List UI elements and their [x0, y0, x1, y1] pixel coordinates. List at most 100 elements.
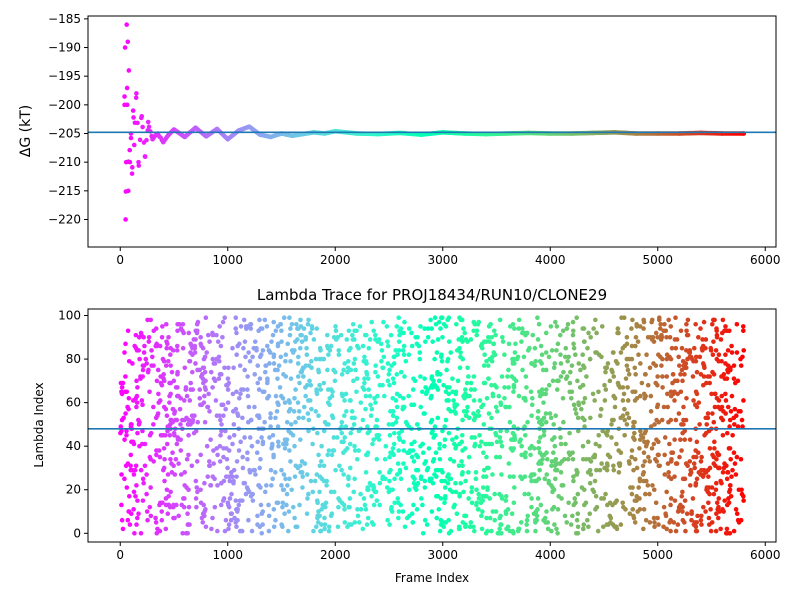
lambda-point [568, 369, 573, 375]
lambda-point [667, 441, 672, 447]
lambda-point [236, 395, 242, 401]
lambda-point [476, 491, 481, 497]
lambda-point [706, 500, 711, 506]
lambda-point [199, 402, 205, 408]
lambda-point [182, 483, 187, 488]
lambda-point [304, 511, 310, 516]
lambda-point [429, 374, 435, 379]
lambda-point [444, 367, 449, 373]
lambda-point [385, 361, 391, 366]
delta-g-point [123, 217, 128, 222]
lambda-point [275, 424, 281, 429]
lambda-point [379, 358, 384, 364]
lambda-point [434, 474, 439, 479]
lambda-point [680, 378, 685, 384]
lambda-point [720, 417, 726, 423]
delta-g-point [130, 108, 136, 113]
lambda-point [529, 361, 534, 366]
lambda-point [506, 341, 512, 347]
lambda-point [144, 509, 150, 514]
lambda-point [434, 350, 440, 355]
lambda-point [356, 428, 362, 434]
lambda-point [562, 354, 568, 360]
lambda-point [520, 330, 525, 336]
lambda-point [464, 380, 470, 386]
lambda-point [153, 515, 158, 521]
lambda-point [294, 524, 300, 530]
lambda-point [330, 389, 335, 395]
lambda-point [541, 415, 547, 421]
lambda-point [410, 448, 416, 453]
lambda-point [598, 406, 604, 412]
lambda-point [217, 413, 223, 419]
lambda-point [652, 524, 657, 530]
lambda-point [293, 387, 298, 392]
lambda-point [169, 369, 175, 375]
lambda-point [622, 417, 627, 423]
lambda-point [734, 511, 740, 516]
lambda-point [468, 380, 474, 386]
lambda-point [519, 443, 524, 449]
lambda-point [140, 476, 146, 482]
lambda-point [584, 374, 589, 379]
lambda-point [691, 522, 697, 527]
lambda-point [704, 380, 709, 386]
lambda-point [726, 328, 732, 334]
lambda-point [481, 422, 487, 427]
lambda-point [566, 354, 571, 360]
lambda-point [571, 341, 576, 347]
lambda-point [561, 369, 566, 375]
lambda-point [123, 341, 128, 347]
lambda-point [180, 321, 186, 327]
lambda-point [396, 348, 402, 353]
lambda-point [440, 428, 445, 434]
lambda-point [611, 463, 616, 469]
lambda-point [304, 352, 310, 358]
lambda-point [481, 450, 486, 456]
lambda-point [609, 422, 614, 427]
lambda-point [229, 491, 234, 497]
lambda-point [188, 387, 194, 392]
lambda-point [690, 374, 696, 379]
lambda-point [731, 363, 737, 368]
lambda-point [365, 515, 371, 521]
lambda-point [375, 339, 380, 344]
lambda-point [157, 343, 163, 349]
lambda-point [503, 493, 509, 499]
lambda-point [573, 352, 578, 358]
x-tick-label: 6000 [750, 548, 781, 562]
lambda-point [562, 456, 567, 462]
lambda-point [720, 432, 726, 438]
lambda-point [375, 393, 380, 399]
lambda-point [668, 517, 673, 523]
lambda-point [519, 339, 524, 344]
lambda-point [695, 513, 700, 519]
lambda-point [218, 502, 224, 508]
lambda-point [186, 432, 191, 438]
lambda-point [133, 395, 139, 401]
lambda-point [167, 432, 173, 438]
lambda-point [519, 476, 525, 482]
lambda-point [543, 391, 549, 397]
lambda-point [558, 441, 564, 447]
lambda-point [401, 448, 407, 453]
lambda-point [325, 400, 331, 405]
lambda-point [423, 459, 429, 464]
lambda-point [485, 465, 490, 471]
lambda-point [234, 459, 240, 464]
x-tick-label: 1000 [212, 253, 243, 267]
lambda-point [395, 496, 401, 501]
lambda-point [734, 454, 740, 460]
lambda-point [565, 358, 570, 364]
lambda-point [498, 428, 503, 434]
lambda-point [648, 409, 654, 414]
lambda-point [560, 395, 566, 401]
lambda-point [201, 502, 207, 508]
lambda-point [448, 476, 454, 482]
lambda-point [659, 363, 664, 368]
lambda-point [691, 345, 697, 351]
lambda-point [634, 395, 640, 401]
lambda-point [286, 509, 292, 514]
lambda-point [544, 472, 550, 477]
lambda-point [471, 528, 477, 534]
